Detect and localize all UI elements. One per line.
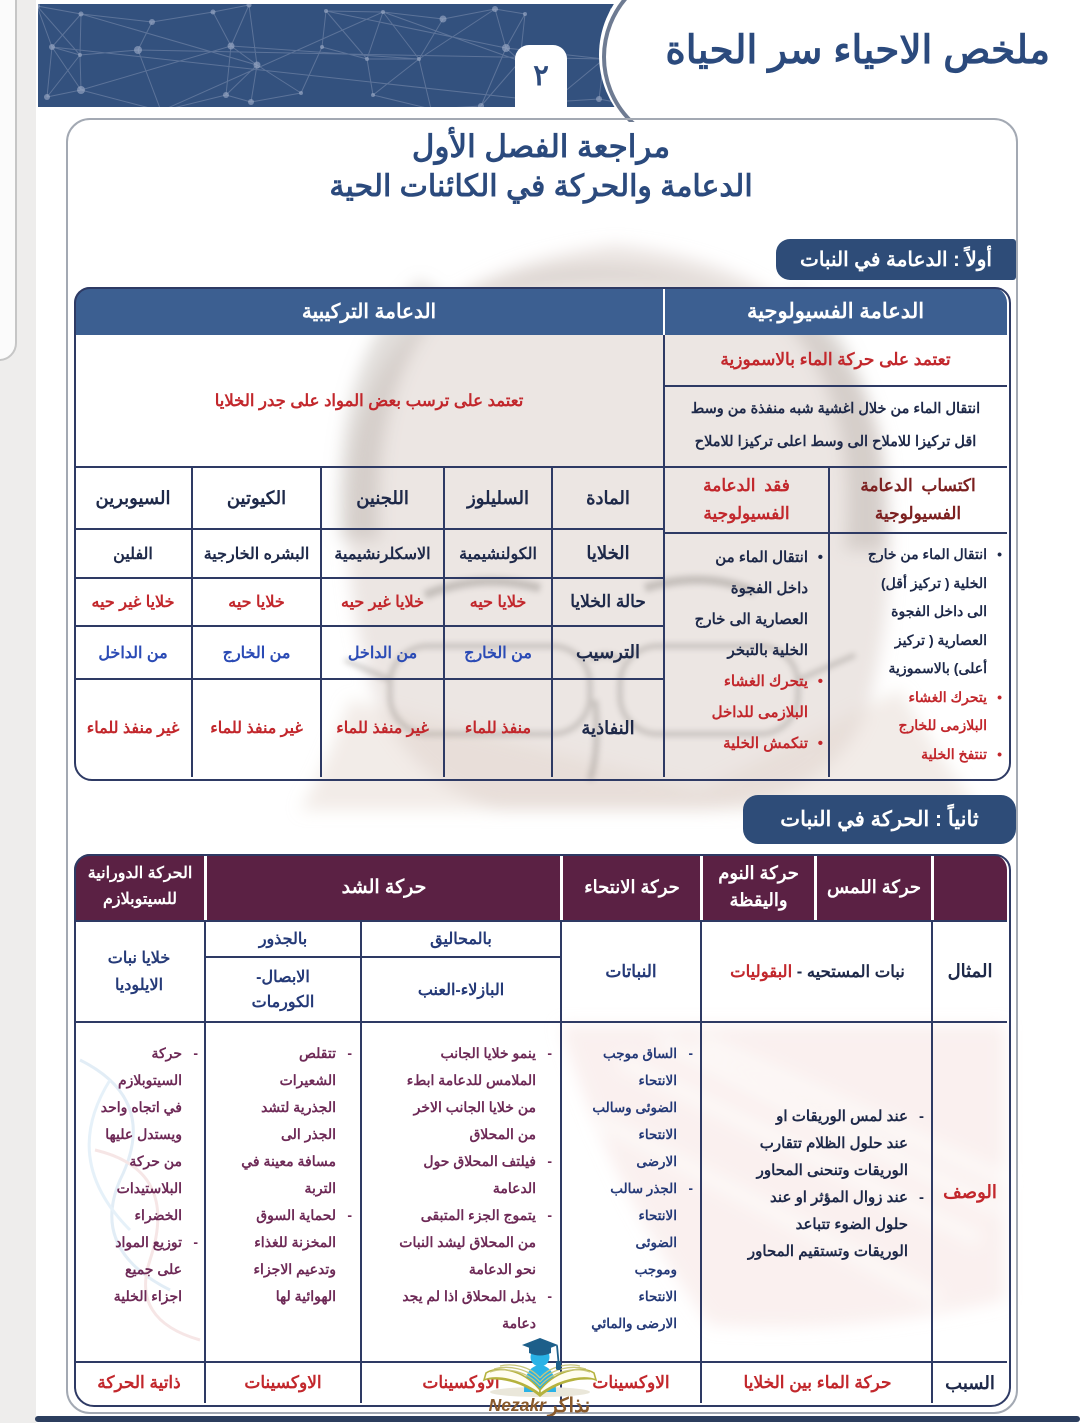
- svg-text:Nezakr: Nezakr: [489, 1395, 548, 1415]
- svg-text:نذاكر: نذاكر: [546, 1395, 590, 1418]
